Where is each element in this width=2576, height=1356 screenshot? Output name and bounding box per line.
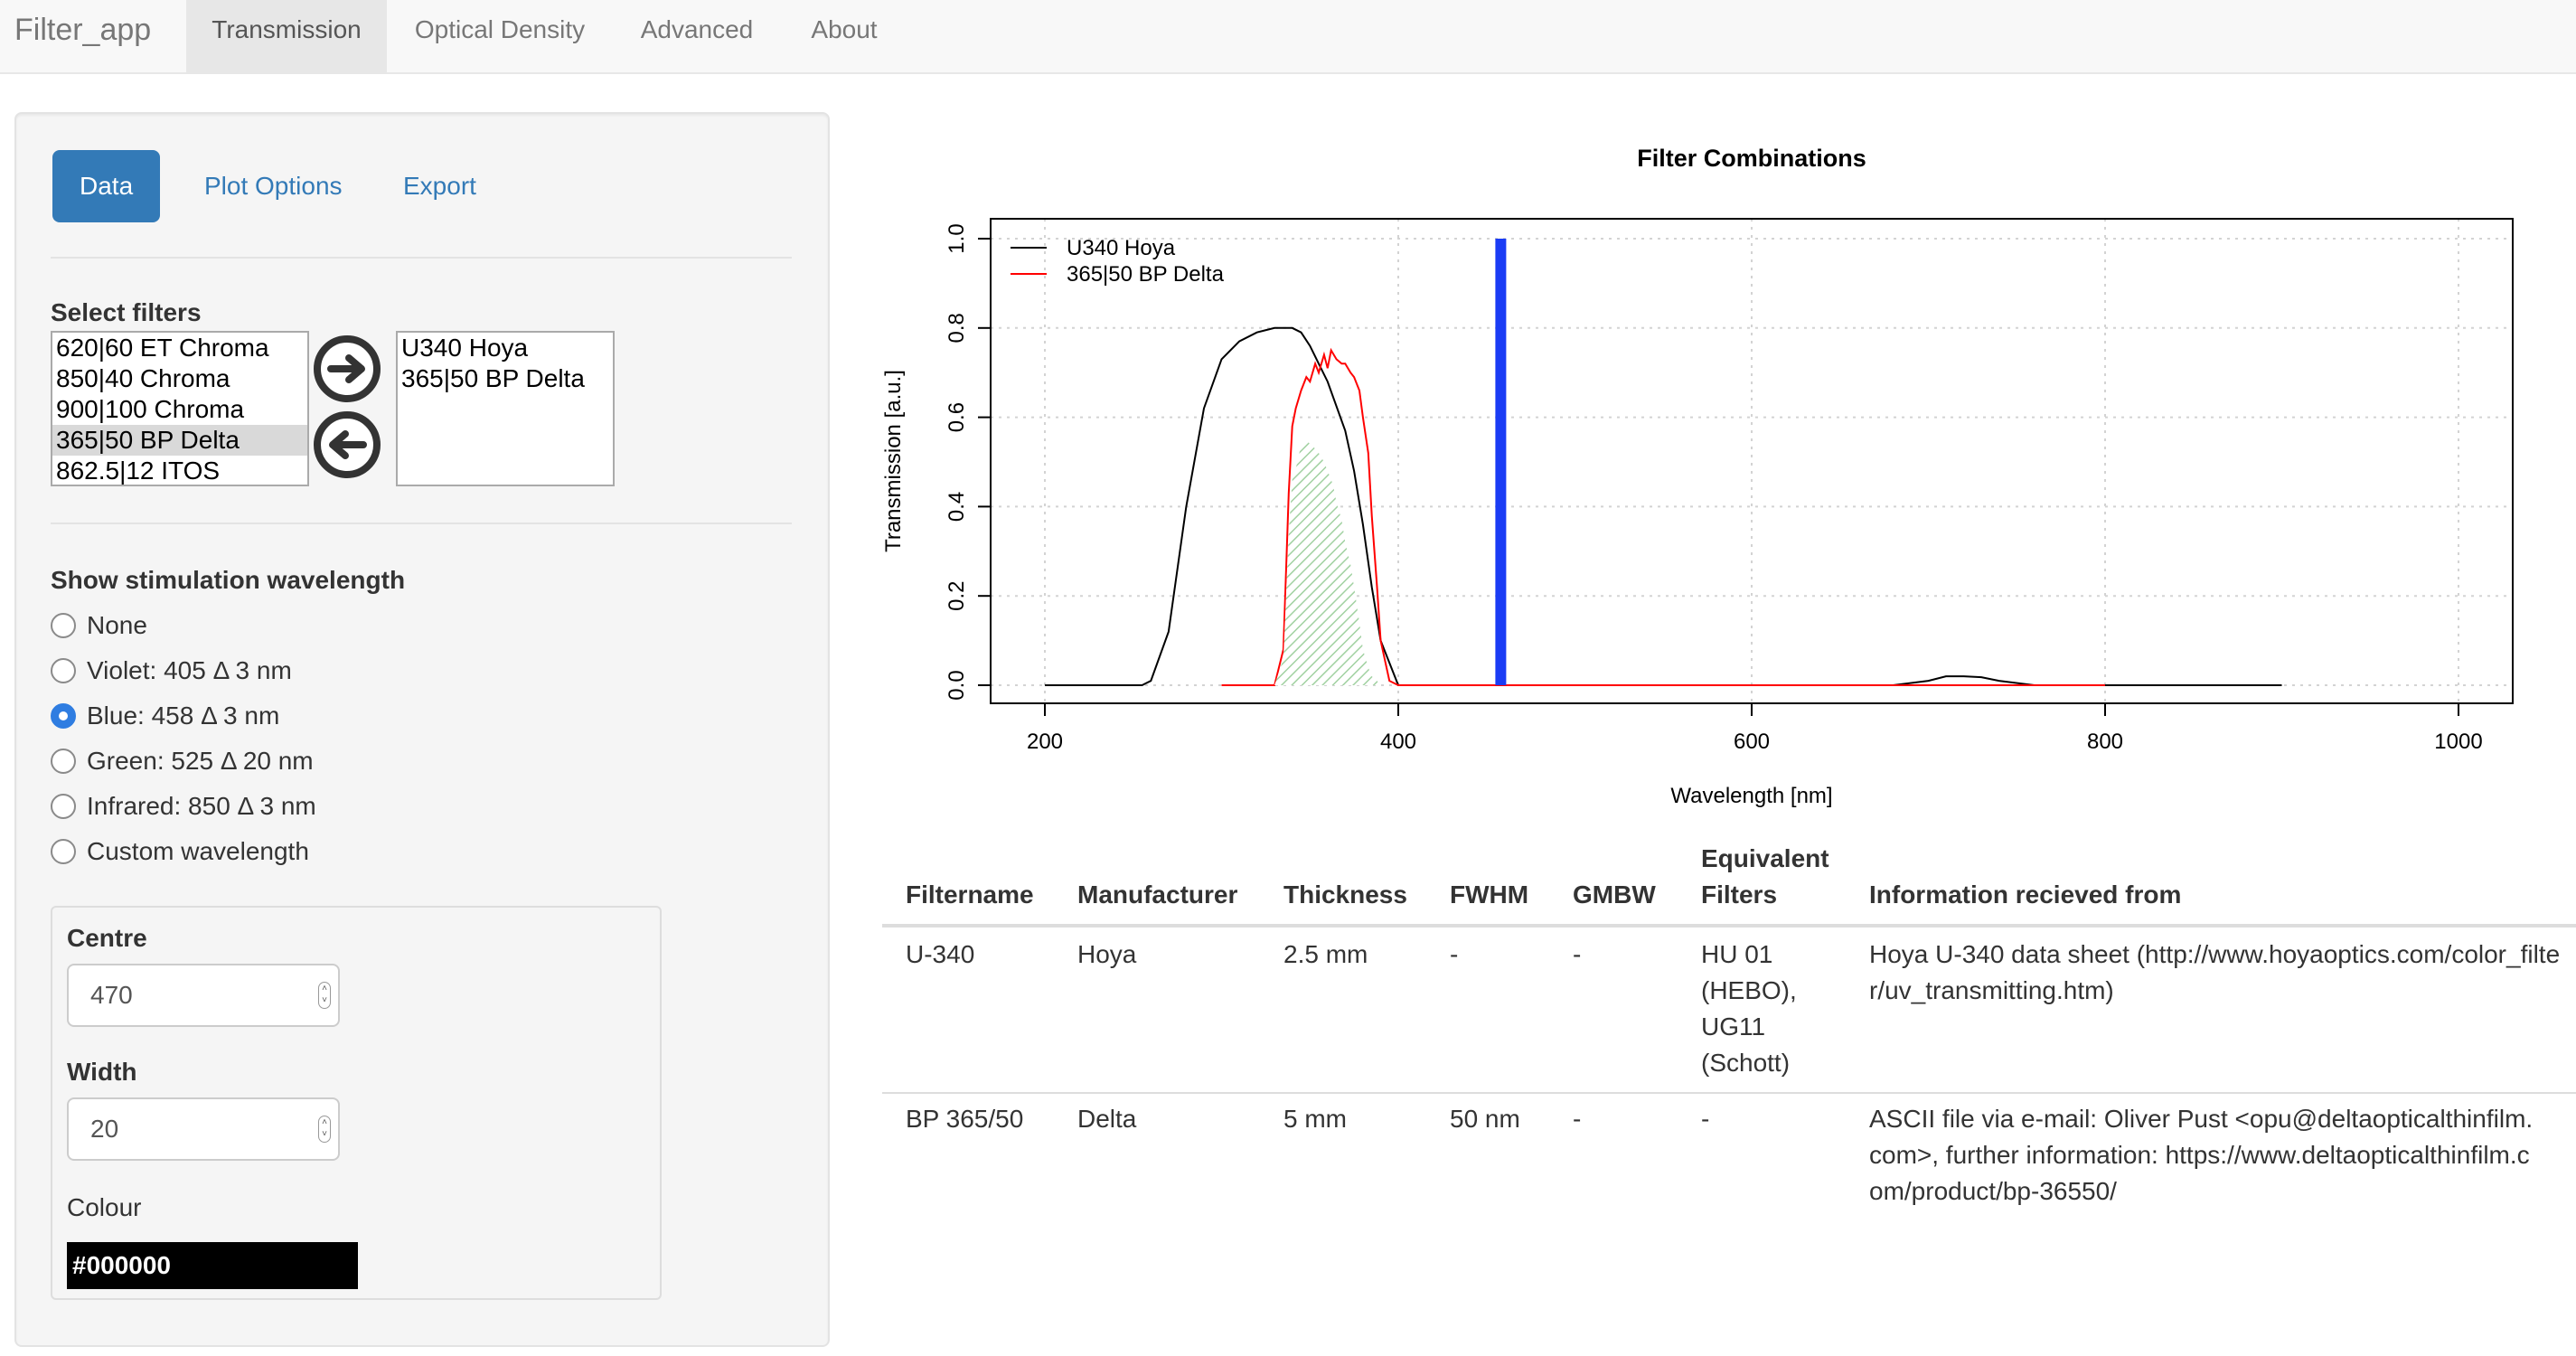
table-cell: Delta — [1077, 1105, 1137, 1133]
radio-label: Infrared: 850 Δ 3 nm — [87, 792, 316, 820]
table-header: Filtername — [906, 880, 1034, 909]
table-header: Manufacturer — [1077, 880, 1238, 909]
available-filters-list[interactable]: 620|60 ET Chroma 850|40 Chroma 900|100 C… — [51, 331, 309, 486]
table-cell: 2.5 mm — [1283, 940, 1368, 968]
colour-input[interactable]: #000000 — [67, 1242, 358, 1289]
legend-label: 365|50 BP Delta — [1067, 262, 1225, 287]
width-value: 20 — [90, 1115, 119, 1143]
list-item[interactable]: 850|40 Chroma — [56, 364, 230, 392]
table-cell: - — [1701, 1105, 1710, 1133]
colour-label: Colour — [67, 1193, 142, 1221]
y-tick-label: 0.2 — [945, 581, 969, 611]
table-cell: 5 mm — [1283, 1105, 1347, 1133]
transmission-plot: 200 400 600 800 1000 0.0 0.2 0.4 0.6 0.8 1.0 Filter… — [881, 145, 2514, 808]
selected-filters-list[interactable]: U340 Hoya 365|50 BP Delta — [396, 331, 615, 486]
x-tick-label: 400 — [1380, 730, 1416, 754]
row-divider — [882, 1092, 2576, 1094]
tab-advanced[interactable]: Advanced — [640, 15, 754, 43]
radio-label: Custom wavelength — [87, 837, 309, 865]
radio-button[interactable] — [51, 658, 76, 683]
tab-optical-density[interactable]: Optical Density — [414, 15, 586, 43]
x-tick-label: 800 — [2087, 730, 2123, 754]
sidebar-panel: Data Plot Options Export Select filters … — [14, 112, 830, 1347]
arrow-right-button[interactable] — [311, 333, 383, 405]
stimulation-label: Show stimulation wavelength — [51, 566, 406, 594]
tab-transmission[interactable]: Transmission — [186, 0, 387, 72]
radio-label: None — [87, 611, 147, 639]
y-tick-label: 0.6 — [945, 402, 969, 432]
table-cell: HU 01 (HEBO), UG11 (Schott) — [1701, 940, 1797, 1077]
radio-button-checked[interactable] — [51, 703, 76, 729]
y-tick-label: 0.0 — [945, 670, 969, 700]
list-item[interactable]: U340 Hoya — [401, 334, 529, 362]
series-line-u340-hoya — [1045, 326, 2282, 686]
series-combination-area — [1274, 439, 1381, 685]
table-cell: 50 nm — [1450, 1105, 1520, 1133]
select-filters-label: Select filters — [51, 298, 202, 326]
list-item[interactable]: 900|100 Chroma — [56, 395, 245, 423]
table-header: FWHM — [1450, 880, 1529, 909]
table-cell: Hoya U-340 data sheet (http://www.hoyaop… — [1869, 940, 2561, 1004]
width-label: Width — [67, 1058, 137, 1086]
y-tick-label: 1.0 — [945, 223, 969, 253]
radio-button[interactable] — [51, 839, 76, 864]
tab-about[interactable]: About — [811, 15, 878, 43]
table-cell: - — [1450, 940, 1459, 968]
table-header: Thickness — [1283, 880, 1407, 909]
centre-value: 470 — [90, 981, 133, 1009]
chart-title: Filter Combinations — [1637, 145, 1866, 172]
radio-label: Blue: 458 Δ 3 nm — [87, 702, 280, 730]
table-cell: ASCII file via e-mail: Oliver Pust <opu@… — [1869, 1105, 2534, 1205]
custom-wavelength-panel: Centre 470 ˄ ˅ Width 20 ˄ ˅ Colour #000000 — [51, 906, 662, 1300]
y-tick-label: 0.8 — [945, 313, 969, 343]
table-cell: BP 365/50 — [906, 1105, 1024, 1133]
plot-frame — [990, 218, 2514, 704]
x-tick-label: 200 — [1027, 730, 1063, 754]
table-cell: U-340 — [906, 940, 975, 968]
navbar: Filter_app Transmission Optical Density … — [0, 0, 2576, 74]
arrow-left-button[interactable] — [311, 409, 383, 481]
list-item-selected[interactable]: 365|50 BP Delta — [52, 425, 307, 456]
radio-button[interactable] — [51, 613, 76, 638]
width-input[interactable]: 20 ˄ ˅ — [67, 1097, 340, 1161]
table-header: Information recieved from — [1869, 880, 2182, 909]
y-axis-label: Transmission [a.u.] — [881, 370, 906, 552]
pill-plot-options[interactable]: Plot Options — [204, 172, 343, 200]
table-cell: - — [1573, 1105, 1582, 1133]
table-cell: Hoya — [1077, 940, 1137, 968]
divider — [51, 523, 792, 524]
radio-button[interactable] — [51, 794, 76, 819]
app-brand[interactable]: Filter_app — [14, 13, 152, 47]
x-tick-label: 1000 — [2434, 730, 2482, 754]
radio-label: Green: 525 Δ 20 nm — [87, 747, 314, 775]
header-divider — [882, 924, 2576, 928]
table-cell: - — [1573, 940, 1582, 968]
stimulation-bar — [1495, 239, 1507, 685]
list-item[interactable]: 365|50 BP Delta — [401, 364, 585, 392]
y-tick-label: 0.4 — [945, 492, 969, 522]
spinner-icon[interactable]: ˄ ˅ — [318, 982, 331, 1009]
legend-label: U340 Hoya — [1067, 236, 1176, 260]
x-axis-label: Wavelength [nm] — [1670, 784, 1832, 808]
centre-input[interactable]: 470 ˄ ˅ — [67, 964, 340, 1027]
centre-label: Centre — [67, 924, 147, 952]
pill-data[interactable]: Data — [52, 150, 161, 222]
pill-export[interactable]: Export — [403, 172, 476, 200]
radio-button[interactable] — [51, 749, 76, 774]
table-header: GMBW — [1573, 880, 1656, 909]
table-header: Equivalent Filters — [1701, 844, 1829, 909]
list-item[interactable]: 862.5|12 ITOS — [56, 457, 221, 485]
list-item[interactable]: 620|60 ET Chroma — [56, 334, 269, 362]
divider — [51, 257, 792, 259]
series-line-365-50-bp-delta — [1221, 347, 2105, 686]
radio-label: Violet: 405 Δ 3 nm — [87, 656, 292, 684]
spinner-icon[interactable]: ˄ ˅ — [318, 1116, 331, 1143]
x-tick-label: 600 — [1734, 730, 1770, 754]
